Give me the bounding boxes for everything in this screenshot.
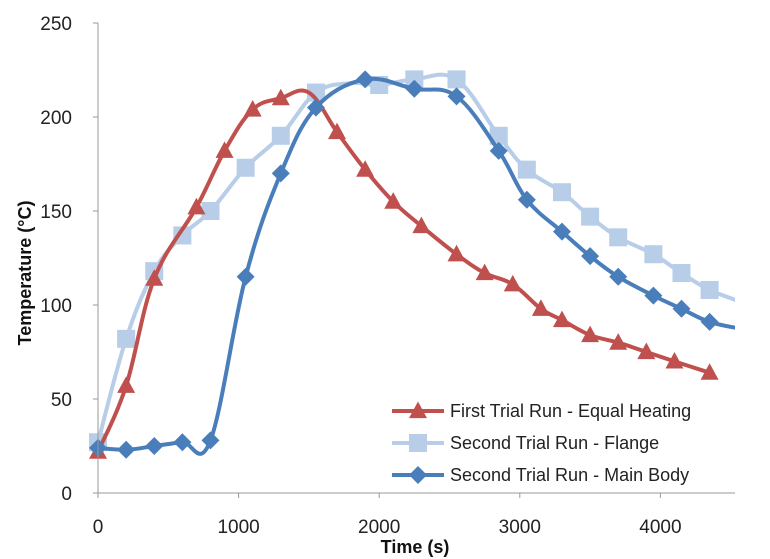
data-point-triangle [145,269,164,286]
y-tick-label: 50 [51,390,72,411]
data-point-diamond [700,312,719,331]
data-point-square [271,126,290,145]
data-point-diamond [117,440,136,459]
data-point-triangle [637,342,656,360]
tick-labels: 0 50 100 150 200 250 0 1000 2000 3000 4000 [40,14,681,538]
y-tick-label: 100 [40,296,72,317]
legend-label: Second Trial Run - Main Body [450,465,689,485]
data-point-square [236,158,255,177]
y-tick-label: 200 [40,108,72,129]
data-point-square [672,264,691,283]
data-point-triangle [552,310,571,328]
data-point-square [700,280,719,299]
data-point-triangle [215,141,234,158]
plot-area [89,70,735,459]
data-point-square [447,70,466,89]
data-point-triangle [700,363,719,380]
data-point-triangle [243,100,262,117]
data-point-triangle [531,299,550,316]
data-point-diamond [271,164,290,183]
data-point-triangle [665,351,684,369]
data-point-square [173,226,192,245]
series-1 [89,88,719,459]
legend-marker-triangle [409,401,427,419]
data-point-square [201,202,220,220]
x-tick-label: 2000 [358,517,400,538]
data-point-diamond [672,299,691,318]
data-point-square [117,329,136,348]
legend-item: Second Trial Run - Main Body [392,465,689,485]
data-point-triangle [328,122,347,140]
data-point-diamond [145,437,164,455]
x-tick-label: 1000 [217,517,259,538]
data-point-triangle [475,263,494,281]
data-point-diamond [489,141,508,160]
y-tick-label: 0 [61,484,72,505]
data-point-square [489,126,508,145]
data-point-diamond [552,222,571,241]
data-point-diamond [581,247,600,266]
data-point-diamond [236,267,255,286]
y-tick-label: 250 [40,14,72,35]
data-point-diamond [306,98,325,117]
data-point-square [552,183,571,202]
data-point-diamond [609,267,628,286]
data-point-square [609,228,628,247]
data-point-square [517,160,536,179]
data-point-diamond [201,431,220,450]
data-point-triangle [187,197,206,215]
data-point-triangle [384,192,403,209]
y-axis-title: Temperature (°C) [15,201,35,346]
data-point-square [405,70,424,89]
series-line [96,76,735,456]
data-point-square [644,245,663,264]
legend-label: First Trial Run - Equal Heating [450,401,691,421]
legend-marker-diamond [409,466,427,484]
data-point-triangle [356,160,375,177]
legend-item: First Trial Run - Equal Heating [392,401,691,421]
series-2 [89,70,735,452]
series-3 [89,70,735,459]
data-point-diamond [356,70,375,89]
x-tick-label: 4000 [639,517,681,538]
data-point-diamond [405,79,424,98]
legend-marker-square [409,434,427,452]
data-point-triangle [503,274,522,292]
y-tick-label: 150 [40,202,72,223]
data-point-square [581,207,600,226]
x-tick-label: 3000 [499,517,541,538]
legend: First Trial Run - Equal Heating Second Tr… [392,401,691,485]
data-point-triangle [271,88,290,106]
axes [93,22,735,498]
data-point-diamond [447,87,466,106]
data-point-diamond [517,190,536,209]
legend-label: Second Trial Run - Flange [450,433,659,453]
data-point-triangle [447,244,466,262]
data-point-triangle [412,216,431,234]
data-point-triangle [609,333,628,350]
data-point-diamond [644,286,663,305]
data-point-diamond [173,433,192,452]
x-axis-title: Time (s) [381,537,450,557]
legend-item: Second Trial Run - Flange [392,433,659,453]
data-point-triangle [581,325,600,343]
data-point-triangle [117,376,136,393]
x-tick-label: 0 [93,517,104,538]
